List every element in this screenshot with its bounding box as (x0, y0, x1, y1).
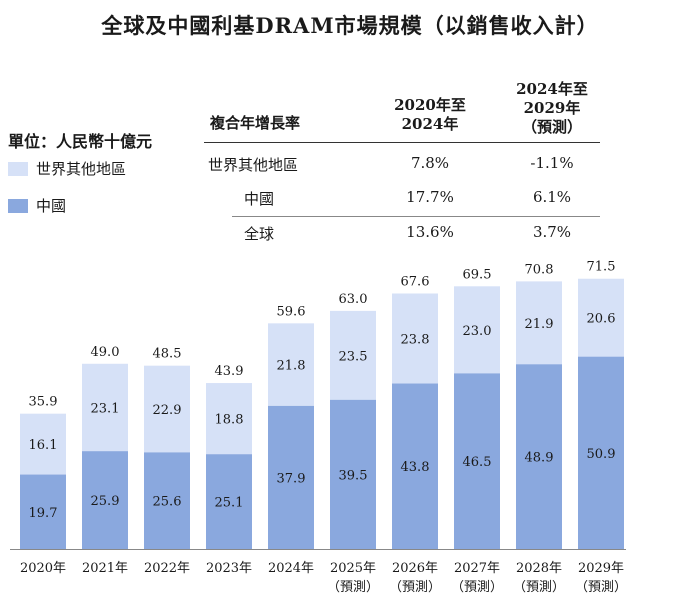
legend-item-other: 世界其他地區 (8, 158, 126, 179)
cagr-row-label: 全球 (244, 225, 275, 243)
cagr-row-other: 世界其他地區 7.8% -1.1% (204, 148, 600, 182)
data-label-other: 18.8 (215, 413, 244, 428)
chart-title: 全球及中國利基DRAM市場規模（以銷售收入計） (101, 13, 599, 38)
data-label-china: 37.9 (277, 471, 306, 486)
cagr-header-period2: 2024年至 2029年 （預測） (504, 80, 600, 137)
data-label-other: 22.9 (153, 403, 182, 418)
data-label-china: 19.7 (29, 506, 58, 521)
bar-other (578, 278, 624, 357)
cagr-row-value-period1: 7.8% (410, 154, 450, 172)
data-label-total: 48.5 (153, 347, 182, 362)
cagr-header-period1: 2020年至 2024年 (380, 96, 480, 134)
x-tick-label: 2025年 (330, 561, 376, 576)
cagr-row-label: 中國 (244, 190, 275, 208)
bar-other (20, 413, 66, 475)
data-label-china: 25.9 (91, 494, 120, 509)
x-tick-note: （預測） (389, 580, 441, 595)
data-label-total: 35.9 (29, 395, 58, 410)
x-tick-note: （預測） (327, 580, 379, 595)
bar-other (82, 363, 128, 452)
bar-other (268, 323, 314, 406)
bar-china (516, 364, 562, 549)
data-label-total: 49.0 (91, 345, 120, 360)
bar-china (330, 399, 376, 549)
bar-other (392, 293, 438, 384)
bar-china (454, 373, 500, 549)
bar-china (268, 405, 314, 549)
cagr-row-value-period1: 17.7% (406, 188, 454, 206)
cagr-row-value-period2: 6.1% (532, 188, 572, 206)
data-label-total: 69.5 (463, 267, 492, 282)
cagr-header-line: 2024年 (401, 115, 459, 133)
data-label-total: 59.6 (277, 304, 306, 319)
cagr-row-value-period2: -1.1% (530, 154, 574, 172)
cagr-row-global: 全球 13.6% 3.7% (232, 216, 600, 251)
data-label-china: 50.9 (587, 447, 616, 462)
bar-other (454, 286, 500, 374)
x-tick-label: 2022年 (144, 561, 190, 576)
bar-china (144, 452, 190, 549)
data-label-total: 71.5 (587, 260, 616, 275)
data-label-china: 25.6 (153, 495, 182, 510)
cagr-row-label: 世界其他地區 (208, 156, 299, 174)
data-label-total: 70.8 (525, 262, 554, 277)
bar-china (392, 383, 438, 549)
data-label-other: 23.0 (463, 324, 492, 339)
data-label-other: 21.9 (525, 317, 554, 332)
cagr-header-line: 2029年 (523, 99, 581, 117)
cagr-header-line: 2024年至 (516, 80, 588, 98)
data-label-other: 23.5 (339, 349, 368, 364)
bar-china (82, 451, 128, 549)
bar-other (206, 383, 252, 455)
legend-swatch-other (8, 161, 28, 176)
data-label-china: 43.8 (401, 460, 430, 475)
bar-other (330, 310, 376, 400)
cagr-header-line: 2020年至 (394, 96, 466, 114)
legend-label-china: 中國 (36, 197, 67, 215)
data-label-china: 46.5 (463, 455, 492, 470)
legend-swatch-china (8, 198, 28, 213)
cagr-table-header: 複合年增長率 2020年至 2024年 2024年至 2029年 （預測） (204, 80, 600, 143)
data-label-total: 63.0 (339, 292, 368, 307)
data-label-china: 25.1 (215, 496, 244, 511)
unit-label: 單位：人民幣十億元 (8, 132, 153, 151)
bar-china (20, 474, 66, 549)
x-tick-label: 2020年 (20, 561, 66, 576)
legend-label-other: 世界其他地區 (36, 160, 127, 178)
bar-other (516, 281, 562, 365)
data-label-china: 39.5 (339, 468, 368, 483)
data-label-china: 48.9 (525, 451, 554, 466)
cagr-header-line: （預測） (521, 118, 582, 136)
data-label-other: 23.1 (91, 401, 120, 416)
cagr-row-value-period2: 3.7% (532, 223, 572, 241)
data-label-other: 23.8 (401, 332, 430, 347)
data-label-other: 16.1 (29, 438, 58, 453)
x-tick-note: （預測） (513, 580, 565, 595)
cagr-row-value-period1: 13.6% (406, 223, 454, 241)
data-label-other: 20.6 (587, 312, 616, 327)
bar-china (578, 356, 624, 549)
x-tick-label: 2023年 (206, 561, 252, 576)
cagr-row-china: 中國 17.7% 6.1% (204, 182, 600, 216)
x-tick-label: 2029年 (578, 561, 624, 576)
data-label-total: 43.9 (215, 364, 244, 379)
bar-china (206, 454, 252, 549)
x-tick-label: 2027年 (454, 561, 500, 576)
legend-item-china: 中國 (8, 195, 66, 216)
x-tick-note: （預測） (451, 580, 503, 595)
data-label-total: 67.6 (401, 274, 430, 289)
cagr-header-label: 複合年增長率 (210, 114, 301, 132)
data-label-other: 21.8 (277, 359, 306, 374)
x-tick-label: 2028年 (516, 561, 562, 576)
bar-other (144, 365, 190, 453)
x-tick-label: 2026年 (392, 561, 438, 576)
x-tick-label: 2024年 (268, 561, 314, 576)
x-tick-note: （預測） (575, 580, 627, 595)
x-tick-label: 2021年 (82, 561, 128, 576)
